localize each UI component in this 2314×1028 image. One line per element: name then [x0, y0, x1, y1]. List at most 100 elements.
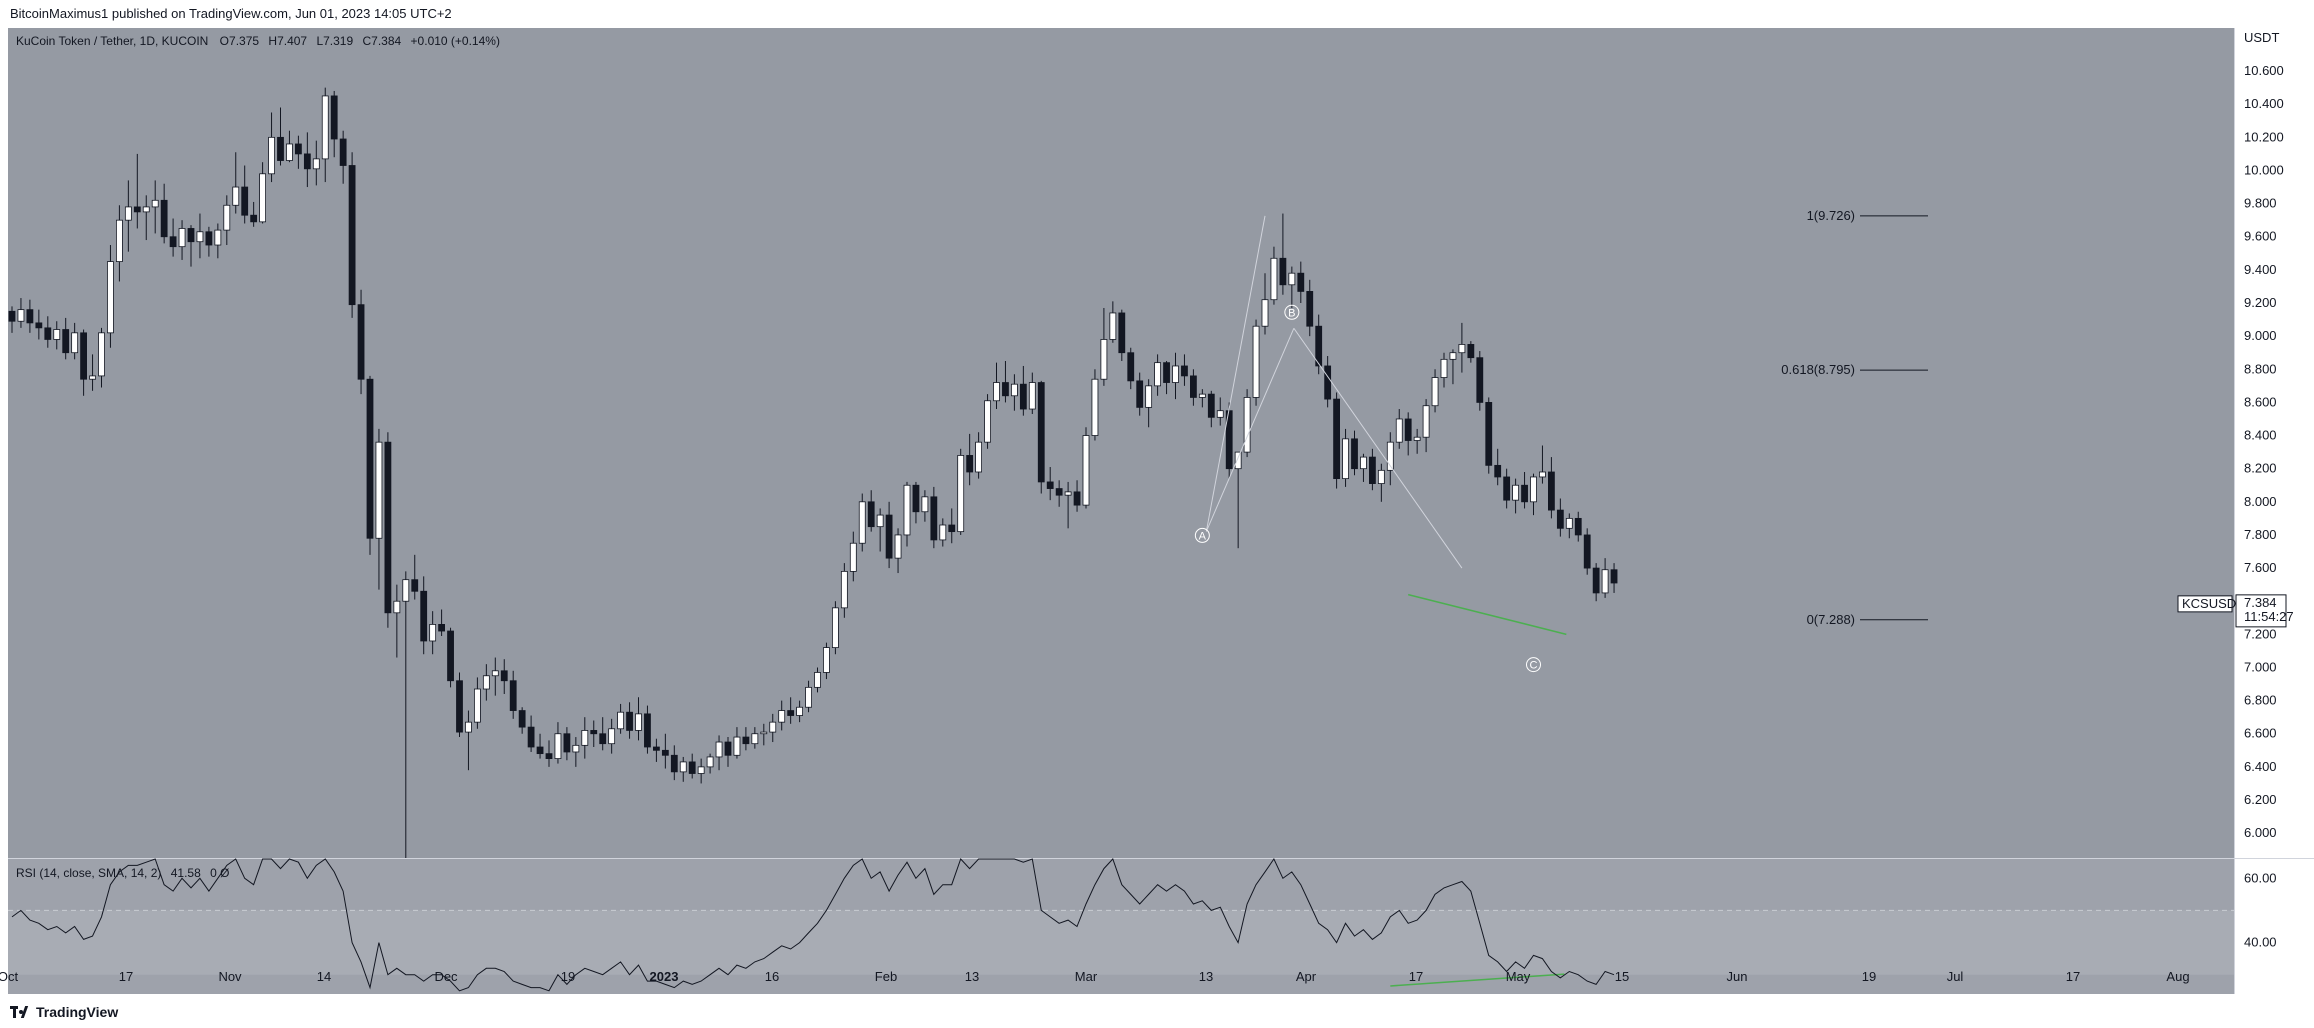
candle-down: [330, 95, 338, 140]
candle-up: [1288, 272, 1296, 286]
svg-text:KuCoin Token / Tether, 1D, KUC: KuCoin Token / Tether, 1D, KUCOIN O7.375…: [16, 34, 500, 48]
rsi-band: [8, 910, 2234, 975]
candle-down: [277, 136, 284, 161]
candle-up: [993, 382, 1000, 402]
price-divergence-line: [1408, 593, 1567, 636]
candle-down: [80, 332, 87, 380]
ticker-label: KCSUSDT: [2182, 596, 2244, 611]
legend-change: +0.010 (+0.14%): [411, 34, 500, 48]
time-tick-label: 16: [765, 969, 779, 984]
price-axis-background[interactable]: [2234, 28, 2314, 994]
candle-down: [366, 378, 374, 539]
candle-up: [71, 332, 79, 354]
candle-up: [706, 756, 714, 768]
fib-level-label: 0(7.288): [1807, 612, 1855, 627]
symbol-legend[interactable]: KuCoin Token / Tether, 1D, KUCOIN O7.375…: [16, 34, 500, 48]
candle-up: [312, 158, 320, 170]
candle-down: [1467, 344, 1475, 359]
candle-up: [1395, 418, 1403, 443]
candle-up: [1154, 362, 1161, 387]
countdown-label: 11:54:27: [2244, 609, 2294, 624]
price-tick-label: 8.600: [2244, 394, 2277, 409]
candle-up: [491, 670, 499, 677]
price-axis-currency: USDT: [2244, 30, 2279, 45]
fib-level-label: 0.618(8.795): [1781, 362, 1855, 377]
rsi-legend-extra: 0 Ø: [210, 866, 229, 880]
candle-up: [1512, 484, 1519, 501]
candle-up: [1360, 456, 1367, 470]
wave-lines: A B C: [1194, 215, 1541, 673]
candle-down: [250, 214, 258, 223]
price-tick-label: 7.200: [2244, 626, 2277, 641]
candle-down: [742, 736, 750, 745]
candle-up: [957, 455, 965, 533]
candle-down: [1333, 398, 1340, 480]
candle-down: [1351, 438, 1358, 470]
rsi-axis[interactable]: 40.00 60.00: [2244, 870, 2277, 949]
bottom-bar: TradingView: [0, 998, 2314, 1028]
time-tick-label: 19: [561, 969, 575, 984]
candle-down: [1019, 383, 1027, 410]
legend-close-key: C: [363, 34, 372, 48]
fibonacci-levels: 1(9.726) 0.618(8.795) 0(7.288): [1781, 208, 1928, 627]
candle-up: [1449, 352, 1457, 360]
candle-up: [1342, 438, 1349, 480]
candle-down: [169, 236, 177, 248]
price-tick-label: 7.600: [2244, 560, 2277, 575]
candle-up: [697, 766, 705, 774]
time-tick-label: Mar: [1075, 969, 1098, 984]
candle-up: [429, 624, 437, 642]
candle-up: [1601, 569, 1609, 594]
candle-up: [259, 173, 267, 223]
candle-up: [1145, 385, 1153, 408]
candle-down: [1485, 402, 1493, 466]
price-tick-label: 8.000: [2244, 494, 2277, 509]
time-tick-label: Jun: [1727, 969, 1748, 984]
time-axis[interactable]: Oct 17 Nov 14 Dec 19 2023 16 Feb 13 Mar 13 Apr 17 May 1…: [0, 969, 2190, 984]
candle-down: [1163, 362, 1170, 383]
chart[interactable]: A B C 1(9.726) 0.618(8.795) 0(7.288) 6.000 6.…: [0, 28, 2314, 998]
candle-up: [876, 514, 884, 528]
candle-down: [787, 710, 795, 716]
price-tick-label: 10.600: [2244, 63, 2284, 78]
rsi-divergence-line: [1390, 973, 1565, 987]
candle-down: [1297, 272, 1305, 292]
candle-down: [1279, 257, 1287, 286]
candle-down: [62, 329, 70, 354]
rsi-legend[interactable]: RSI (14, close, SMA, 14, 2) 41.58 0 Ø: [16, 866, 229, 880]
time-tick-label: Jul: [1947, 969, 1964, 984]
candle-down: [644, 713, 651, 748]
candle-up: [715, 741, 723, 758]
candle-down: [339, 138, 347, 166]
candle-up: [1091, 378, 1099, 436]
candle-up: [1413, 436, 1421, 441]
candle-down: [294, 143, 302, 155]
candle-up: [814, 672, 821, 688]
candle-down: [885, 514, 893, 559]
wave-label: C: [1530, 660, 1538, 672]
candle-up: [903, 484, 911, 536]
candle-up: [1530, 476, 1537, 503]
last-price-marker: KCSUSDT 7.384 11:54:27: [2177, 594, 2294, 628]
candle-down: [160, 199, 168, 238]
candle-up: [321, 95, 329, 160]
candle-down: [384, 441, 392, 614]
candle-up: [617, 711, 624, 730]
candle-up: [223, 204, 231, 231]
candle-up: [465, 721, 472, 733]
tradingview-logo[interactable]: TradingView: [10, 1004, 118, 1020]
divergence-lines: [1390, 593, 1567, 987]
candle-up: [1064, 491, 1072, 496]
candle-up: [975, 441, 982, 473]
candle-down: [420, 590, 428, 642]
price-tick-label: 6.600: [2244, 726, 2277, 741]
candle-up: [1270, 257, 1278, 301]
candle-down: [670, 754, 678, 773]
candle-down: [626, 711, 633, 731]
candle-up: [196, 231, 204, 243]
candle-up: [1565, 517, 1573, 529]
time-tick-label: 17: [2066, 969, 2080, 984]
time-tick-label: Oct: [0, 969, 18, 984]
price-tick-label: 8.400: [2244, 428, 2277, 443]
candle-up: [1261, 299, 1269, 327]
